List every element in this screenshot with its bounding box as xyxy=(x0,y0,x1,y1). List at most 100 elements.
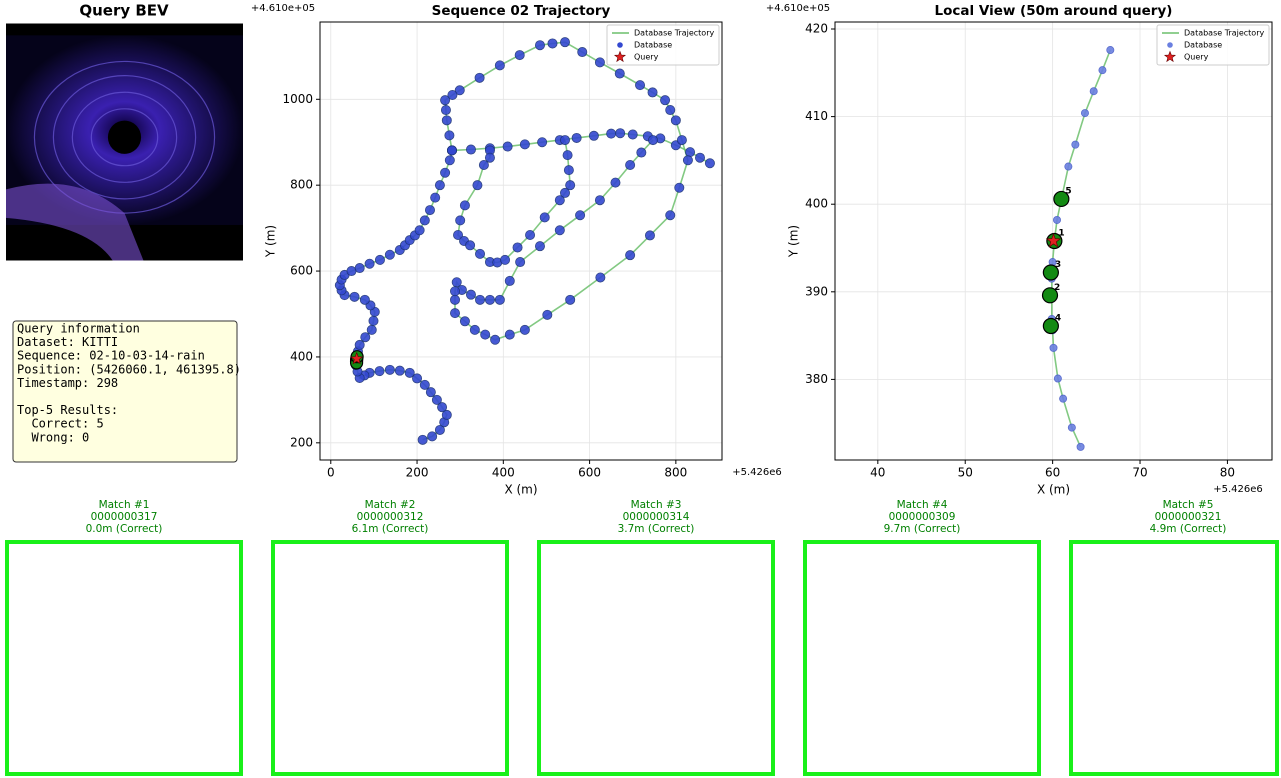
database-point xyxy=(484,152,495,163)
x-tick-label: 0 xyxy=(327,466,335,480)
x-tick-label: 40 xyxy=(870,466,885,480)
database-point xyxy=(1052,215,1061,224)
database-point xyxy=(364,258,375,269)
x-tick-label: 70 xyxy=(1132,466,1147,480)
database-point xyxy=(625,250,636,261)
database-point xyxy=(441,115,452,126)
database-point xyxy=(519,324,530,335)
database-point xyxy=(595,272,606,283)
y-tick-label: 420 xyxy=(805,22,828,36)
match-border xyxy=(537,540,775,776)
match-title: Match #4 xyxy=(897,499,948,511)
database-point xyxy=(419,379,430,390)
database-point xyxy=(440,105,451,116)
x-offset-label: +5.426e6 xyxy=(732,467,782,478)
legend-box xyxy=(1156,24,1270,66)
match-result: 3.7m (Correct) xyxy=(618,523,695,535)
database-point xyxy=(459,316,470,327)
charts: Sequence 02 Trajectory 0 200 400 600 800 200 40… xyxy=(251,3,1273,497)
info-box xyxy=(12,320,238,463)
chart: Local View (50m around query) 40 50 60 70 80 3… xyxy=(766,3,1273,497)
database-point xyxy=(475,248,486,259)
match-point xyxy=(1042,317,1059,335)
database-point xyxy=(635,80,646,91)
database-point xyxy=(674,182,685,193)
x-axis-label: X (m) xyxy=(504,483,537,497)
database-point xyxy=(685,147,696,158)
database-point xyxy=(559,135,570,146)
match-border xyxy=(803,540,1041,776)
database-point xyxy=(627,129,638,140)
database-point xyxy=(455,215,466,226)
x-tick-label: 600 xyxy=(578,466,601,480)
database-point xyxy=(588,130,599,141)
database-point xyxy=(465,289,476,300)
database-point xyxy=(537,137,548,148)
database-point xyxy=(465,144,476,155)
database-point xyxy=(512,242,523,253)
database-point xyxy=(450,294,461,305)
database-point xyxy=(554,195,565,206)
database-point xyxy=(427,431,438,442)
database-point xyxy=(647,135,658,146)
database-point xyxy=(490,334,501,345)
database-point xyxy=(354,263,365,274)
y-tick-label: 200 xyxy=(290,435,313,449)
match-label: 4 xyxy=(1055,313,1061,323)
legend-star xyxy=(1163,50,1177,63)
chart-title: Local View (50m around query) xyxy=(935,3,1173,19)
database-point xyxy=(484,294,495,305)
legend-label: Database xyxy=(1184,41,1222,50)
database-point xyxy=(542,309,553,320)
match-title: Match #5 xyxy=(1163,499,1214,511)
database-point xyxy=(547,38,558,49)
database-point xyxy=(1067,423,1076,432)
database-point xyxy=(636,147,647,158)
match-border xyxy=(5,540,243,776)
database-point xyxy=(437,402,448,413)
database-point xyxy=(441,409,452,420)
database-point xyxy=(514,50,525,61)
database-point xyxy=(695,152,706,163)
database-point xyxy=(594,57,605,68)
database-point xyxy=(412,373,423,384)
match-result: 9.7m (Correct) xyxy=(884,523,961,535)
database-point xyxy=(565,294,576,305)
database-point xyxy=(459,200,470,211)
match-border xyxy=(1069,540,1279,776)
database-point xyxy=(444,155,455,166)
database-point xyxy=(614,68,625,79)
legend-label: Query xyxy=(634,53,659,62)
database-point xyxy=(647,87,658,98)
match-title: Match #3 xyxy=(631,499,682,511)
y-tick-label: 600 xyxy=(290,264,313,278)
info-line: Wrong: 0 xyxy=(17,430,89,444)
database-point xyxy=(1064,162,1073,171)
database-point xyxy=(440,167,451,178)
database-point xyxy=(594,195,605,206)
info-line: Timestamp: 298 xyxy=(17,376,118,390)
info-line: Position: (5426060.1, 461395.8) xyxy=(17,362,241,376)
plot-frame xyxy=(834,21,1273,461)
database-point xyxy=(1049,343,1058,352)
data-layer: 1 2 3 4 5 xyxy=(1041,46,1115,451)
database-point xyxy=(504,329,515,340)
database-point xyxy=(534,241,545,252)
x-offset-label: +5.426e6 xyxy=(1213,484,1263,495)
match-point xyxy=(1053,190,1070,208)
database-point xyxy=(676,135,687,146)
database-point xyxy=(610,177,621,188)
database-point xyxy=(1098,66,1107,75)
database-point xyxy=(539,212,550,223)
database-point xyxy=(644,230,655,241)
database-point xyxy=(571,132,582,143)
chart: Sequence 02 Trajectory 0 200 400 600 800 200 40… xyxy=(251,3,782,497)
database-point xyxy=(1076,442,1085,451)
database-point xyxy=(374,366,385,377)
query-star xyxy=(350,351,364,365)
database-point xyxy=(660,95,671,106)
y-tick-label: 380 xyxy=(805,372,828,386)
database-point xyxy=(1080,109,1089,118)
